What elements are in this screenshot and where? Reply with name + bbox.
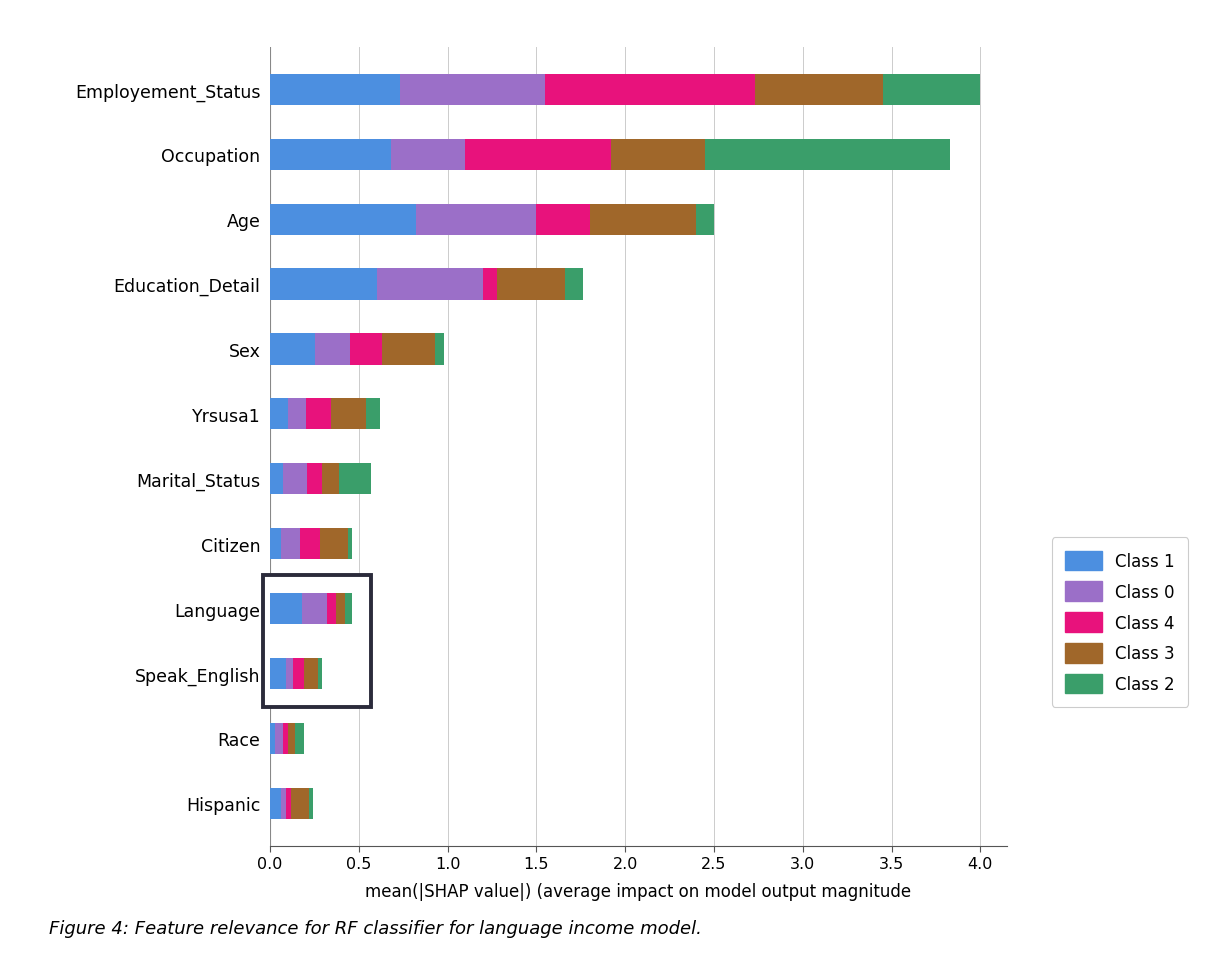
Bar <box>270 205 416 235</box>
Bar <box>281 529 301 559</box>
Bar <box>270 594 302 625</box>
Bar <box>612 139 705 171</box>
Bar <box>318 658 322 689</box>
Bar <box>565 269 582 300</box>
Bar <box>287 399 306 430</box>
Bar <box>416 205 537 235</box>
Text: Figure 4: Feature relevance for RF classifier for language income model.: Figure 4: Feature relevance for RF class… <box>49 919 702 937</box>
Bar <box>270 269 377 300</box>
Bar <box>335 594 345 625</box>
Bar <box>270 139 391 171</box>
Bar <box>291 788 309 819</box>
Bar <box>275 723 282 754</box>
Bar <box>435 334 445 365</box>
Bar <box>309 788 313 819</box>
Bar <box>306 399 330 430</box>
Bar <box>282 723 287 754</box>
Bar <box>303 658 318 689</box>
Bar <box>270 464 282 495</box>
Bar <box>696 205 713 235</box>
Bar <box>705 139 950 171</box>
Bar <box>286 658 293 689</box>
Bar <box>282 464 307 495</box>
Bar <box>314 334 350 365</box>
Bar <box>322 464 339 495</box>
Bar <box>270 399 287 430</box>
Bar <box>483 269 497 300</box>
Bar <box>270 529 281 559</box>
Bar <box>270 658 286 689</box>
Bar <box>349 529 352 559</box>
Bar <box>339 464 371 495</box>
Bar <box>545 75 755 106</box>
Bar <box>883 75 980 106</box>
Bar <box>391 139 465 171</box>
Bar <box>366 399 381 430</box>
Bar <box>287 723 295 754</box>
Bar <box>345 594 352 625</box>
Bar <box>307 464 322 495</box>
Bar <box>301 529 319 559</box>
Bar <box>303 658 318 689</box>
Bar <box>270 723 275 754</box>
Bar <box>263 576 371 707</box>
Bar <box>589 205 696 235</box>
Bar <box>302 594 327 625</box>
Legend: Class 1, Class 0, Class 4, Class 3, Class 2: Class 1, Class 0, Class 4, Class 3, Clas… <box>1052 537 1189 707</box>
Bar <box>318 658 322 689</box>
Bar <box>270 75 400 106</box>
Bar <box>270 594 302 625</box>
Bar <box>327 594 335 625</box>
Bar <box>537 205 589 235</box>
Bar <box>295 723 303 754</box>
Bar <box>319 529 349 559</box>
Bar <box>270 334 314 365</box>
Bar <box>270 658 286 689</box>
Bar <box>350 334 382 365</box>
X-axis label: mean(|SHAP value|) (average impact on model output magnitude: mean(|SHAP value|) (average impact on mo… <box>366 882 911 900</box>
Bar <box>335 594 345 625</box>
Bar <box>377 269 483 300</box>
Bar <box>497 269 565 300</box>
Bar <box>293 658 303 689</box>
Bar <box>345 594 352 625</box>
Bar <box>281 788 286 819</box>
Bar <box>330 399 366 430</box>
Bar <box>286 788 291 819</box>
Bar <box>465 139 612 171</box>
Bar <box>293 658 303 689</box>
Bar <box>270 788 281 819</box>
Bar <box>382 334 435 365</box>
Bar <box>302 594 327 625</box>
Bar <box>400 75 545 106</box>
Bar <box>286 658 293 689</box>
Bar <box>327 594 335 625</box>
Bar <box>755 75 883 106</box>
